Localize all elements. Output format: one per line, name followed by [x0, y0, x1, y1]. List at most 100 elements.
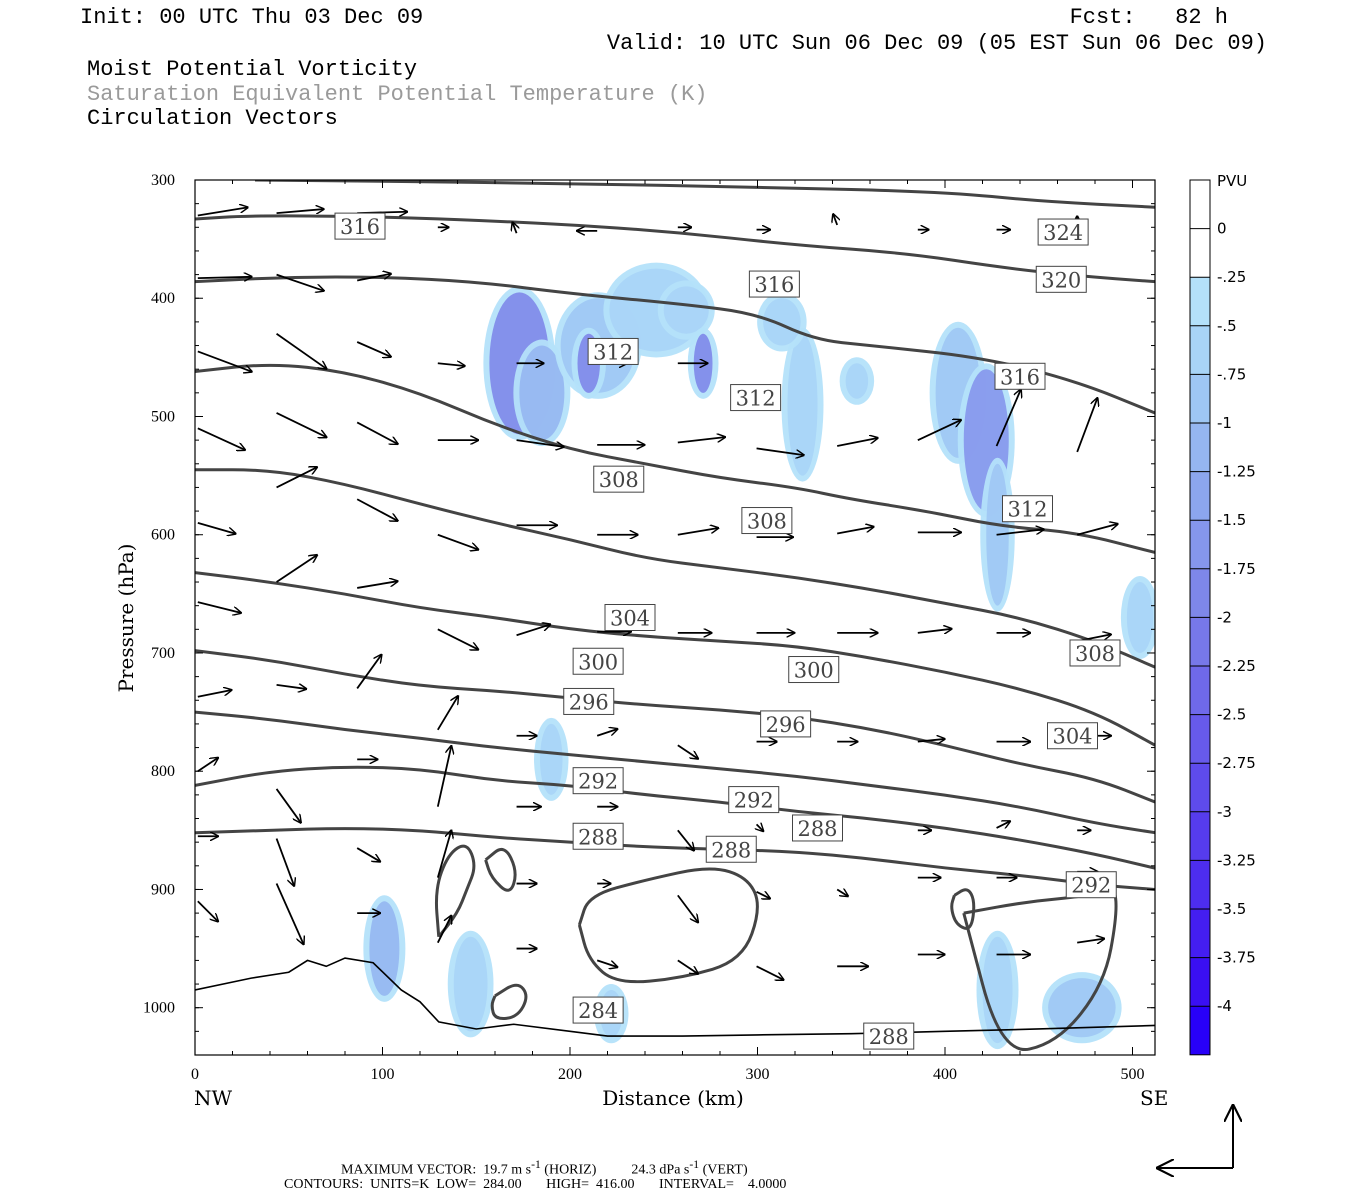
contour-label-extra-12-box — [705, 835, 757, 863]
colorbar-swatch-1 — [1190, 228, 1210, 278]
x-tick-label-300: 300 — [746, 1066, 770, 1083]
y-tick-label-300: 300 — [151, 172, 175, 189]
y-tick-label-600: 600 — [151, 527, 175, 544]
vector-16 — [276, 332, 327, 369]
pv-region-13 — [369, 901, 400, 996]
x-tick-label-100: 100 — [371, 1066, 395, 1083]
vector-47 — [276, 555, 318, 583]
contour-label-extra-2: 312 — [593, 340, 633, 364]
field-title-vectors: Circulation Vectors — [87, 106, 338, 131]
vector-71 — [275, 788, 301, 823]
contour-info-line: CONTOURS: UNITS=K LOW= 284.00 HIGH= 416.… — [284, 1177, 787, 1192]
vector-89 — [756, 892, 771, 899]
contour-label-extra-1: 316 — [754, 273, 794, 297]
contour-label-extra-8: 296 — [569, 690, 609, 714]
contour-label-320: 320 — [1041, 268, 1081, 292]
reference-vector — [1158, 1106, 1233, 1168]
colorbar-label-13: -3.25 — [1217, 851, 1256, 869]
contour-label-extra-6-box — [604, 604, 656, 631]
colorbar-label-11: -2.75 — [1217, 754, 1256, 772]
contour-label-304-box — [1047, 722, 1098, 750]
vector-48 — [357, 581, 398, 589]
vector-5 — [357, 274, 391, 282]
pv-region-18 — [763, 298, 801, 346]
vector-33 — [1076, 398, 1097, 453]
x-tick-label-200: 200 — [558, 1066, 582, 1083]
max-vector-vert-tag: (VERT) — [702, 1162, 748, 1178]
max-vector-horiz-value: 19.7 — [483, 1162, 508, 1178]
contour-label-300-box — [788, 656, 840, 684]
colorbar-swatch-9 — [1190, 617, 1210, 666]
pv-shading — [363, 262, 1155, 1050]
vector-1 — [276, 209, 324, 213]
nw-label: NW — [194, 1086, 233, 1110]
colorbar-swatch-0 — [1190, 180, 1210, 229]
contour-label-extra-8-box — [563, 687, 615, 715]
vector-76 — [677, 829, 694, 850]
se-label: SE — [1140, 1086, 1168, 1110]
vector-11 — [833, 214, 837, 226]
vector-59 — [276, 685, 307, 689]
terrain-path — [195, 957, 1155, 1037]
y-tick-label-900: 900 — [151, 881, 175, 898]
closed-contour-2 — [484, 847, 517, 892]
terrain-line — [195, 957, 1155, 1037]
colorbar-swatch-13 — [1190, 811, 1210, 861]
y-tick-label-1000: 1000 — [143, 1000, 175, 1017]
vector-22 — [197, 427, 245, 450]
contour-label-extra-5-box — [741, 507, 793, 535]
contour-label-288-box — [792, 814, 843, 842]
vector-97 — [437, 916, 452, 944]
vector-100 — [677, 959, 698, 974]
vector-35 — [276, 467, 318, 489]
contour-label-extra-1-box — [748, 270, 800, 298]
contour-300 — [195, 649, 1155, 804]
contour-label-300: 300 — [794, 659, 834, 683]
contour-label-288: 288 — [797, 817, 837, 841]
contour-label-extra-9: 292 — [578, 770, 618, 794]
vector-37 — [437, 533, 479, 550]
contour-308 — [195, 468, 1155, 669]
vector-85 — [436, 830, 452, 878]
forecast-hour: Fcst: 82 h — [1069, 5, 1228, 30]
colorbar-label-2: -.5 — [1217, 317, 1237, 335]
contour-label-296: 296 — [766, 713, 806, 737]
contour-label-extra-0: 316 — [340, 215, 380, 239]
contour-320 — [195, 214, 1155, 284]
axes: 0 100 200 300 400 500 300 400 500 600 700 800 900 100… — [143, 172, 1155, 1083]
vector-61 — [437, 696, 458, 731]
colorbar-swatch-15 — [1190, 909, 1210, 958]
closed-contour-4 — [950, 888, 976, 930]
vector-67 — [917, 739, 945, 742]
contour-label-extra-3-box — [730, 384, 782, 412]
contour-label-extra-12: 288 — [711, 838, 751, 862]
y-tick-label-800: 800 — [151, 763, 175, 780]
contour-label-extra-14: 288 — [869, 1025, 909, 1049]
vector-31 — [917, 420, 961, 441]
contour-label-extra-7: 300 — [578, 650, 618, 674]
colorbar-swatch-10 — [1190, 666, 1210, 715]
contour-label-312-box — [1002, 495, 1053, 523]
contour-label-extra-0-box — [334, 212, 386, 240]
pv-region-5 — [663, 286, 709, 334]
vector-29 — [756, 447, 804, 455]
contour-label-extra-11: 288 — [578, 825, 618, 849]
contour-label-extra-4-box — [593, 465, 645, 493]
pv-region-15 — [982, 936, 1013, 1044]
vector-42 — [837, 527, 873, 535]
contour-label-extra-10: 292 — [734, 789, 774, 813]
max-vector-line: MAXIMUM VECTOR: 19.7 m s-1 (HORIZ) 24.3 … — [341, 1158, 748, 1179]
max-vector-horiz-tag: (HORIZ) — [544, 1162, 597, 1178]
colorbar-swatch-4 — [1190, 374, 1210, 423]
max-vector-horiz-exp: -1 — [531, 1158, 541, 1171]
pv-region-11 — [1126, 582, 1154, 653]
vector-94 — [197, 900, 218, 921]
colorbar-swatch-11 — [1190, 714, 1210, 764]
vector-84 — [356, 847, 380, 862]
y-tick-label-400: 400 — [151, 290, 175, 307]
max-vector-vert-value: 24.3 — [631, 1162, 656, 1178]
contour-label-324-box — [1037, 218, 1089, 246]
colorbar-label-12: -3 — [1217, 803, 1232, 821]
colorbar-swatch-5 — [1190, 423, 1210, 472]
colorbar-swatch-7 — [1190, 520, 1210, 569]
